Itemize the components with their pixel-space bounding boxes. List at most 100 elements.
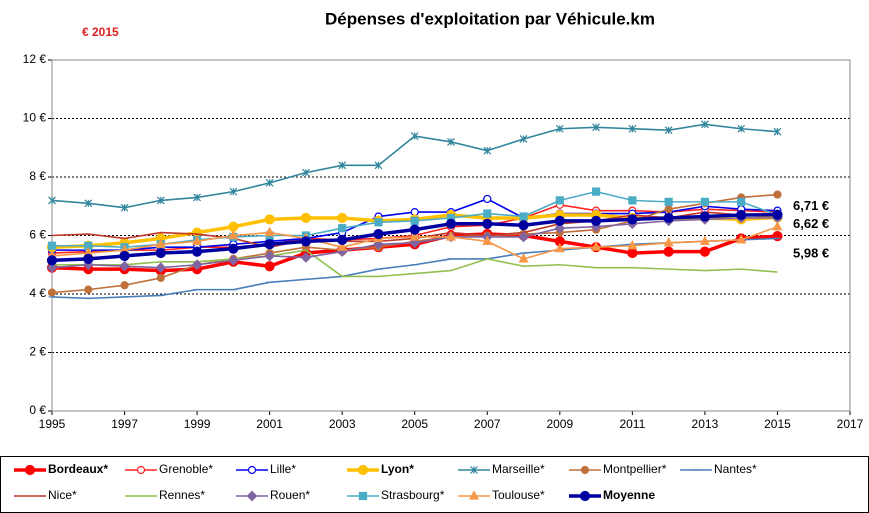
marker	[119, 250, 130, 262]
series	[46, 209, 783, 266]
x-tick-label: 2007	[474, 417, 501, 431]
x-tick-label: 1997	[111, 417, 138, 431]
legend-item: Nantes*	[680, 462, 757, 476]
marker	[155, 238, 166, 248]
end-label: 6,71 €	[793, 198, 829, 213]
end-label: 6,62 €	[793, 216, 829, 231]
marker	[228, 255, 239, 266]
marker	[518, 220, 529, 231]
marker	[469, 490, 479, 500]
x-tick-label: 2005	[401, 417, 428, 431]
marker	[409, 231, 420, 241]
y-tick-label: 0 €	[29, 403, 46, 417]
y-tick-label: 4 €	[29, 286, 46, 300]
marker	[337, 212, 348, 224]
marker	[300, 236, 312, 247]
marker	[772, 220, 783, 231]
legend-label: Nantes*	[714, 462, 757, 476]
marker	[191, 259, 203, 271]
marker	[301, 168, 310, 177]
marker	[663, 212, 674, 224]
marker	[246, 490, 258, 502]
legend-label: Bordeaux*	[48, 462, 108, 476]
marker	[409, 224, 420, 235]
marker	[338, 161, 347, 170]
marker	[483, 194, 492, 204]
marker	[554, 215, 565, 226]
series	[52, 249, 778, 278]
marker	[663, 246, 674, 257]
marker	[700, 120, 709, 129]
marker	[772, 209, 783, 220]
marker	[155, 262, 167, 274]
x-tick-label: 2003	[329, 417, 356, 431]
marker	[664, 126, 673, 135]
marker	[300, 212, 312, 224]
marker	[247, 465, 257, 475]
x-tick-label: 2009	[546, 417, 573, 431]
marker	[337, 234, 348, 245]
chart-title: Dépenses d'exploitation par Véhicule.km	[325, 9, 655, 28]
marker	[591, 187, 601, 196]
marker	[119, 260, 130, 272]
marker	[337, 241, 348, 251]
marker	[628, 124, 637, 133]
marker	[699, 235, 710, 245]
marker	[410, 132, 419, 140]
marker	[374, 218, 383, 227]
x-tick-label: 2011	[619, 417, 645, 431]
marker	[228, 229, 239, 240]
chart-subtitle: € 2015	[82, 25, 119, 39]
legend-label: Nice*	[48, 488, 77, 502]
marker	[374, 161, 383, 170]
marker	[264, 226, 275, 237]
y-tick-label: 2 €	[29, 345, 46, 359]
legend-item: Rouen*	[236, 488, 310, 502]
marker	[24, 464, 36, 476]
marker	[555, 124, 564, 133]
legend-item: Moyenne	[569, 488, 655, 502]
series	[48, 120, 782, 212]
marker	[519, 135, 528, 143]
y-tick-label: 10 €	[23, 111, 47, 125]
marker	[555, 196, 564, 205]
legend-item: Lille*	[236, 462, 296, 476]
marker	[663, 237, 674, 247]
marker	[136, 465, 146, 475]
legend-item: Nice*	[14, 488, 77, 502]
marker	[773, 190, 782, 199]
marker	[664, 197, 673, 206]
marker	[482, 235, 493, 245]
marker	[193, 193, 202, 202]
legend-item: Grenoble*	[125, 462, 213, 476]
marker	[627, 239, 638, 250]
legend-item: Strasbourg*	[347, 488, 445, 502]
marker	[48, 196, 56, 205]
marker	[447, 137, 455, 146]
y-tick-label: 6 €	[29, 228, 46, 242]
marker	[445, 218, 457, 229]
marker	[580, 465, 590, 475]
marker	[737, 124, 746, 133]
y-tick-label: 12 €	[23, 52, 47, 66]
series-line	[52, 249, 778, 278]
marker	[47, 288, 57, 297]
marker	[592, 123, 601, 132]
marker	[120, 203, 129, 212]
marker	[47, 241, 57, 250]
x-tick-label: 2001	[256, 417, 283, 431]
marker	[264, 261, 275, 272]
marker	[409, 237, 421, 249]
marker	[482, 218, 493, 229]
legend-label: Rennes*	[159, 488, 205, 502]
legend-label: Grenoble*	[159, 462, 213, 476]
marker	[664, 205, 673, 214]
legend-label: Lille*	[270, 462, 296, 476]
marker	[264, 214, 275, 225]
marker	[554, 242, 565, 253]
marker	[737, 197, 746, 206]
marker	[300, 252, 312, 263]
marker	[699, 246, 711, 257]
end-label: 5,98 €	[793, 246, 829, 261]
